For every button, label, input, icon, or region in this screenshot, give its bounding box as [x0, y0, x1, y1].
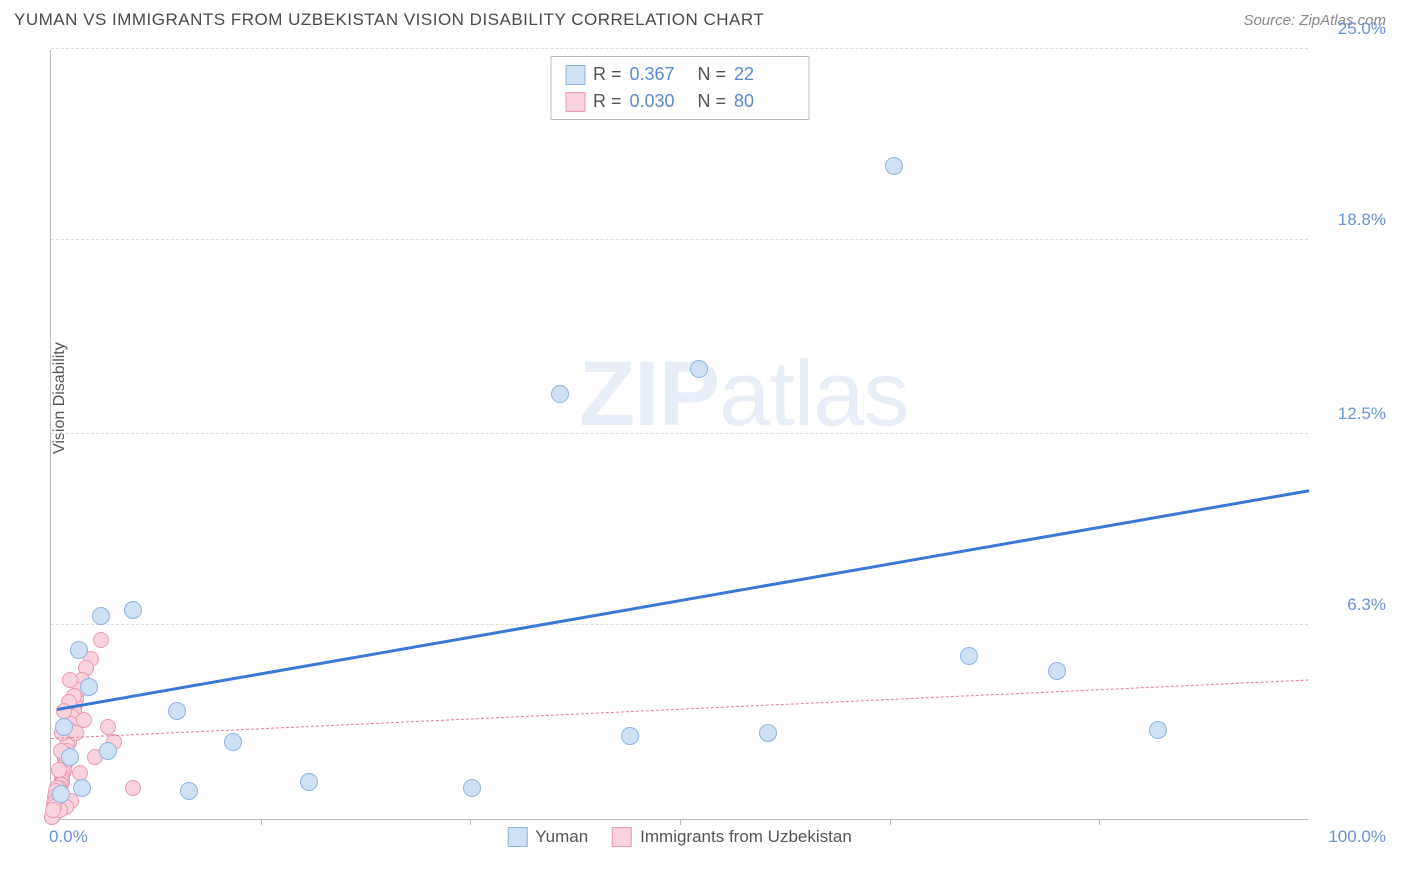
y-tick-label: 12.5% — [1316, 404, 1386, 424]
yuman-point — [551, 385, 569, 403]
yuman-point — [99, 742, 117, 760]
yuman-point — [300, 773, 318, 791]
yuman-point — [73, 779, 91, 797]
uzbekistan-n-value: 80 — [734, 88, 794, 115]
x-tick-mark — [470, 819, 471, 825]
yuman-point — [180, 782, 198, 800]
x-tick-mark — [1099, 819, 1100, 825]
yuman-point — [885, 157, 903, 175]
series-legend: Yuman Immigrants from Uzbekistan — [507, 827, 852, 847]
yuman-point — [621, 727, 639, 745]
gridline — [51, 239, 1308, 240]
yuman-n-value: 22 — [734, 61, 794, 88]
n-label: N = — [698, 61, 727, 88]
yuman-point — [168, 702, 186, 720]
chart-title: YUMAN VS IMMIGRANTS FROM UZBEKISTAN VISI… — [14, 10, 764, 30]
yuman-point — [55, 718, 73, 736]
watermark: ZIPatlas — [579, 342, 908, 447]
x-tick-mark — [261, 819, 262, 825]
uzbekistan-swatch-icon — [565, 92, 585, 112]
yuman-swatch-icon — [507, 827, 527, 847]
uzbekistan-point — [125, 780, 141, 796]
yuman-swatch-icon — [565, 65, 585, 85]
y-tick-label: 18.8% — [1316, 210, 1386, 230]
yuman-point — [1149, 721, 1167, 739]
legend-item-uzbekistan: Immigrants from Uzbekistan — [612, 827, 852, 847]
yuman-point — [759, 724, 777, 742]
yuman-legend-label: Yuman — [535, 827, 588, 847]
x-tick-max: 100.0% — [1316, 827, 1386, 847]
r-label: R = — [593, 88, 622, 115]
n-label: N = — [698, 88, 727, 115]
yuman-point — [690, 360, 708, 378]
x-tick-mark — [890, 819, 891, 825]
uzbekistan-point — [45, 802, 61, 818]
uzbekistan-point — [62, 672, 78, 688]
uzbekistan-point — [100, 719, 116, 735]
x-tick-mark — [680, 819, 681, 825]
x-tick-min: 0.0% — [49, 827, 88, 847]
gridline — [51, 433, 1308, 434]
chart-container: Vision Disability ZIPatlas R =0.367N =22… — [14, 40, 1392, 850]
legend-row-yuman: R = 0.367 N = 22 — [565, 61, 794, 88]
plot-area: ZIPatlas R =0.367N =22R =0.030N =80 Yuma… — [50, 50, 1308, 820]
yuman-point — [92, 607, 110, 625]
legend-row-uzbekistan: R = 0.030 N = 80 — [565, 88, 794, 115]
uzbekistan-legend-label: Immigrants from Uzbekistan — [640, 827, 852, 847]
yuman-r-value: 0.367 — [630, 61, 690, 88]
yuman-point — [1048, 662, 1066, 680]
y-tick-label: 25.0% — [1316, 19, 1386, 39]
gridline — [51, 48, 1308, 49]
correlation-legend: R = 0.367 N = 22 R = 0.030 N = 80 — [550, 56, 809, 120]
yuman-point — [960, 647, 978, 665]
legend-item-yuman: Yuman — [507, 827, 588, 847]
uzbekistan-swatch-icon — [612, 827, 632, 847]
uzbekistan-trendline — [51, 679, 1309, 739]
yuman-point — [124, 601, 142, 619]
yuman-point — [224, 733, 242, 751]
uzbekistan-point — [93, 632, 109, 648]
yuman-point — [70, 641, 88, 659]
yuman-point — [80, 678, 98, 696]
uzbekistan-r-value: 0.030 — [630, 88, 690, 115]
yuman-point — [61, 748, 79, 766]
watermark-rest: atlas — [719, 343, 908, 445]
y-tick-label: 6.3% — [1316, 595, 1386, 615]
yuman-point — [52, 785, 70, 803]
yuman-point — [463, 779, 481, 797]
gridline — [51, 624, 1308, 625]
yuman-trendline — [57, 490, 1309, 712]
r-label: R = — [593, 61, 622, 88]
watermark-bold: ZIP — [579, 343, 719, 445]
